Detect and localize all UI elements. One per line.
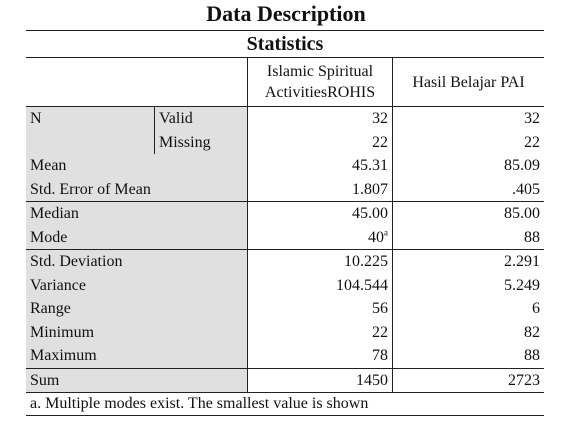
row-label-sd: Std. Deviation [26,249,248,274]
row-label-mode: Mode [26,225,248,250]
cell-median-pai: 85.00 [392,201,544,226]
table-footnote: a. Multiple modes exist. The smallest va… [26,393,544,416]
table-row-sem: Std. Error of Mean 1.807 .405 [26,177,544,202]
row-label-sem: Std. Error of Mean [26,177,248,202]
row-label-range: Range [26,297,248,321]
cell-missing-pai: 22 [524,133,540,151]
table-row-minimum: Minimum 22 82 [26,320,544,344]
cell-sum-rohis: 1450 [247,367,393,393]
cell-maximum-rohis: 78 [247,344,393,368]
row-sublabel-missing: Missing [154,130,248,154]
cell-minimum-rohis: 22 [247,320,393,344]
table-row-valid: N Valid 32 32 [26,106,544,131]
cell-mean-rohis: 45.31 [247,154,393,178]
table-row-variance: Variance 104.544 5.249 [26,273,544,297]
row-label-minimum: Minimum [26,320,248,344]
cell-mean-pai: 85.09 [504,157,540,175]
table-row-maximum: Maximum 78 88 [26,344,544,368]
column-header-pai: Hasil Belajar PAI [392,58,544,107]
header-blank-2 [154,58,248,107]
statistics-table-frame: Statistics Islamic Spiritual ActivitiesR… [26,30,544,416]
cell-sd-pai: 2.291 [392,249,544,274]
cell-sem-pai: .405 [512,180,540,198]
table-row-range: Range 56 6 [26,297,544,321]
row-label-sum: Sum [26,367,248,393]
cell-maximum-pai: 88 [524,347,540,365]
table-row-mean: Mean 45.31 85.09 [26,154,544,178]
cell-range-rohis: 56 [247,297,393,321]
table-row-sum: Sum 1450 2723 [26,367,544,393]
cell-valid-rohis: 32 [247,106,393,131]
cell-variance-rohis: 104.544 [247,273,393,297]
row-label-variance: Variance [26,273,248,297]
cell-minimum-pai: 82 [524,323,540,341]
table-row-median: Median 45.00 85.00 [26,201,544,226]
cell-valid-pai: 32 [524,110,540,128]
cell-sum-pai: 2723 [392,367,544,393]
row-label-maximum: Maximum [26,344,248,368]
cell-sd-rohis: 10.225 [247,249,393,274]
row-label-blank [26,130,155,154]
row-label-mean: Mean [26,154,248,178]
cell-mode-pai: 88 [524,228,540,246]
row-sublabel-valid: Valid [154,106,248,131]
cell-range-pai: 6 [532,300,540,318]
table-row-sd: Std. Deviation 10.225 2.291 [26,249,544,274]
table-title: Statistics [26,30,544,58]
row-label-median: Median [26,201,248,226]
cell-median-rohis: 45.00 [247,201,393,226]
header-blank [26,58,155,107]
mode-value: 40 [368,228,384,246]
cell-variance-pai: 5.249 [504,276,540,294]
cell-missing-rohis: 22 [247,130,393,154]
table-row-mode: Mode 40a 88 [26,225,544,250]
header-row: Islamic Spiritual ActivitiesROHIS Hasil … [26,58,544,107]
cell-mode-rohis: 40a [247,225,393,250]
statistics-table: Islamic Spiritual ActivitiesROHIS Hasil … [26,58,544,393]
footnote-marker: a [384,227,388,238]
row-label-n: N [26,106,155,131]
cell-sem-rohis: 1.807 [247,177,393,202]
table-row-missing: Missing 22 22 [26,130,544,154]
column-header-rohis: Islamic Spiritual ActivitiesROHIS [247,58,393,107]
document-title: Data Description [206,1,366,26]
